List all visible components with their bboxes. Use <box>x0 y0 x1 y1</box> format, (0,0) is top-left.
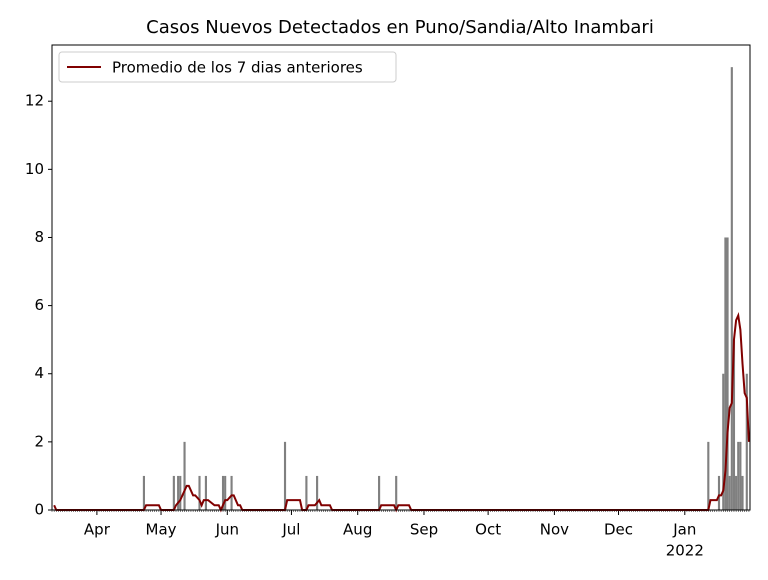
y-tick-label: 10 <box>25 160 44 178</box>
bar <box>283 441 287 510</box>
x-tick-label: Dec <box>604 521 633 539</box>
plot-frame <box>51 44 751 511</box>
bar <box>177 475 180 510</box>
y-tick-label: 2 <box>34 432 44 450</box>
x-tick-label: Oct <box>475 521 501 539</box>
legend-box <box>58 51 397 83</box>
bar <box>724 237 727 510</box>
legend-label: Promedio de los 7 dias anteriores <box>112 59 363 77</box>
y-tick-label: 6 <box>34 296 44 314</box>
bar <box>142 475 145 510</box>
bar <box>732 339 736 510</box>
chart-title: Casos Nuevos Detectados en Puno/Sandia/A… <box>146 17 654 38</box>
bar <box>728 475 731 510</box>
y-tick-label: 12 <box>25 92 44 110</box>
bar <box>183 441 186 510</box>
bar <box>179 475 182 510</box>
bar <box>305 475 308 510</box>
x-tick-label: Jan <box>672 521 696 539</box>
line <box>53 311 750 513</box>
bar <box>730 67 733 511</box>
bar <box>739 441 742 510</box>
y-tick-label: 8 <box>34 228 44 246</box>
bar <box>741 475 744 510</box>
bar <box>717 475 721 510</box>
x-tick-label: Jun <box>215 521 239 539</box>
bar <box>221 475 225 510</box>
bar <box>172 475 175 510</box>
x-tick-label: Jul <box>281 521 300 539</box>
bar <box>735 475 738 510</box>
x-tick-label: Nov <box>540 521 569 539</box>
bar <box>722 373 725 510</box>
bar <box>224 475 227 510</box>
bar <box>378 475 381 510</box>
x-year-label: 2022 <box>666 542 704 560</box>
y-tick-label: 0 <box>34 501 44 519</box>
bar <box>230 475 233 510</box>
bar <box>726 237 729 510</box>
bar <box>707 441 710 510</box>
bar <box>737 441 740 510</box>
x-tick-label: Aug <box>343 521 372 539</box>
y-tick-label: 4 <box>34 364 44 382</box>
x-tick-label: Sep <box>410 521 438 539</box>
x-tick-label: Apr <box>84 521 111 539</box>
x-tick-label: May <box>146 521 177 539</box>
bar <box>198 475 201 510</box>
bar <box>745 373 748 510</box>
bar <box>204 475 207 510</box>
bar <box>316 475 319 510</box>
bar <box>395 475 398 510</box>
